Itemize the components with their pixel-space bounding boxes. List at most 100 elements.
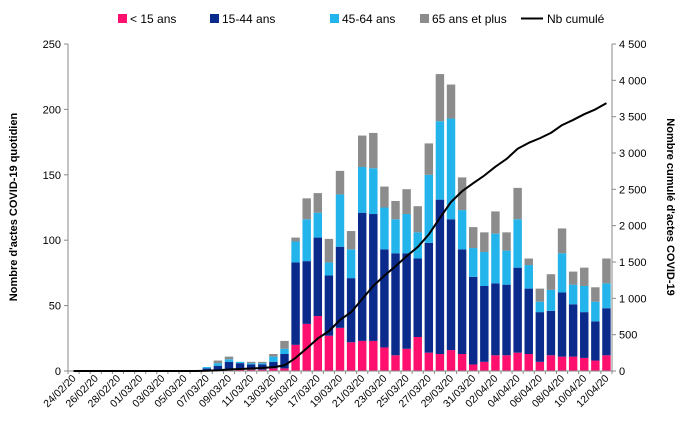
- y-tick-label-left-3: 150: [43, 170, 61, 182]
- bar--15-ans-41: [524, 354, 533, 371]
- bar-45-64-ans-44: [557, 253, 567, 293]
- bar-45-64-ans-30: [402, 214, 411, 254]
- bar-45-64-ans-48: [602, 283, 611, 309]
- bar-15-44-ans-29: [391, 253, 400, 356]
- bar-65-ans-et-plus-19: [280, 340, 289, 349]
- bar-45-64-ans-20: [291, 241, 300, 263]
- bar-15-44-ans-39: [502, 284, 511, 356]
- bar-15-44-ans-22: [313, 237, 323, 317]
- bar--15-ans-43: [546, 355, 556, 371]
- legend-swatch-0: [118, 14, 127, 23]
- bar-15-44-ans-25: [346, 278, 356, 343]
- bar-15-44-ans-42: [535, 312, 545, 362]
- y-tick-label-left-0: 0: [55, 366, 61, 378]
- bar-65-ans-et-plus-16: [246, 361, 256, 364]
- bar-65-ans-et-plus-30: [402, 189, 411, 215]
- bar-45-64-ans-24: [335, 194, 345, 247]
- legend-swatch-1: [210, 14, 219, 23]
- bar--15-ans-35: [457, 354, 467, 371]
- y-tick-label-right-2: 1 000: [619, 293, 647, 305]
- line-layer: [73, 102, 607, 372]
- bar-45-64-ans-19: [280, 348, 289, 354]
- y-tick-label-left-4: 200: [43, 104, 61, 116]
- bar-45-64-ans-23: [324, 262, 334, 276]
- bar-15-44-ans-24: [335, 246, 345, 328]
- bar-15-44-ans-48: [602, 308, 611, 356]
- line-nb-cumule: [73, 102, 607, 372]
- bar--15-ans-16: [246, 369, 256, 371]
- bar-15-44-ans-44: [557, 292, 567, 357]
- bar-65-ans-et-plus-47: [591, 287, 600, 302]
- bar-65-ans-et-plus-40: [513, 187, 522, 220]
- bar--15-ans-38: [491, 355, 500, 371]
- bar-65-ans-et-plus-34: [446, 84, 456, 119]
- bar--15-ans-29: [391, 355, 400, 371]
- bar--15-ans-28: [380, 347, 389, 371]
- y-tick-label-right-0: 0: [619, 366, 625, 378]
- y-tick-label-left-1: 50: [49, 301, 61, 313]
- bar-45-64-ans-43: [546, 289, 556, 311]
- bar--15-ans-33: [435, 354, 445, 371]
- bar-45-64-ans-33: [435, 121, 445, 200]
- bar-45-64-ans-34: [446, 118, 456, 220]
- y-tick-label-right-9: 4 500: [619, 39, 647, 51]
- bar--15-ans-44: [557, 356, 567, 371]
- legend-label-1: 15-44 ans: [222, 12, 275, 26]
- y-tick-label-right-6: 3 000: [619, 148, 647, 160]
- y-tick-label-right-8: 4 000: [619, 75, 647, 87]
- bar--15-ans-22: [313, 316, 323, 371]
- bar-15-44-ans-41: [524, 288, 533, 354]
- bar-65-ans-et-plus-26: [357, 135, 367, 167]
- bar-65-ans-et-plus-18: [269, 354, 278, 357]
- bar-15-44-ans-14: [224, 361, 234, 370]
- bar-15-44-ans-45: [568, 304, 578, 357]
- bar-15-44-ans-30: [402, 253, 411, 349]
- bar-65-ans-et-plus-20: [291, 237, 300, 242]
- bar-45-64-ans-25: [346, 249, 356, 279]
- bar--15-ans-39: [502, 355, 511, 371]
- bar-45-64-ans-28: [380, 207, 389, 250]
- bar--15-ans-36: [469, 364, 478, 371]
- bar--15-ans-31: [413, 336, 422, 371]
- bar-15-44-ans-33: [435, 199, 445, 354]
- legend-label-0: < 15 ans: [130, 12, 176, 26]
- bar-65-ans-et-plus-28: [380, 186, 389, 208]
- legend: < 15 ans 15-44 ans 45-64 ans 65 ans et plus…: [118, 12, 605, 26]
- bar-15-44-ans-15: [235, 363, 245, 370]
- bar--15-ans-30: [402, 348, 411, 371]
- bar-65-ans-et-plus-24: [335, 170, 345, 195]
- bar--15-ans-32: [424, 352, 434, 371]
- bar-65-ans-et-plus-31: [413, 206, 422, 233]
- y-tick-label-right-1: 500: [619, 330, 637, 342]
- bar-65-ans-et-plus-45: [568, 271, 578, 285]
- bar-45-64-ans-38: [491, 233, 500, 284]
- legend-label-4: Nb cumulé: [547, 12, 605, 26]
- bar--15-ans-23: [324, 335, 334, 371]
- bar-15-44-ans-18: [269, 361, 278, 369]
- bar-15-44-ans-13: [213, 365, 223, 370]
- bar-65-ans-et-plus-44: [557, 228, 567, 254]
- bar-65-ans-et-plus-21: [302, 198, 311, 220]
- y-tick-label-right-5: 2 500: [619, 184, 647, 196]
- bar-45-64-ans-14: [224, 359, 234, 362]
- bar--15-ans-46: [580, 357, 589, 371]
- bar-65-ans-et-plus-17: [258, 361, 267, 364]
- bar--15-ans-45: [568, 356, 578, 371]
- bar--15-ans-40: [513, 352, 522, 371]
- bar--15-ans-26: [357, 340, 367, 371]
- bar-15-44-ans-35: [457, 249, 467, 354]
- bars-layer: [202, 74, 611, 371]
- bar-45-64-ans-27: [369, 168, 378, 215]
- bar-45-64-ans-41: [524, 265, 533, 289]
- bar-65-ans-et-plus-32: [424, 143, 434, 175]
- bar-65-ans-et-plus-14: [224, 356, 234, 360]
- bar-65-ans-et-plus-43: [546, 274, 556, 290]
- bar-45-64-ans-12: [202, 367, 211, 369]
- bar-65-ans-et-plus-25: [346, 231, 356, 250]
- bar-45-64-ans-36: [469, 248, 478, 277]
- bar-45-64-ans-40: [513, 219, 522, 268]
- bar-15-44-ans-32: [424, 242, 434, 353]
- bar-15-44-ans-31: [413, 258, 422, 337]
- bar-65-ans-et-plus-42: [535, 288, 545, 302]
